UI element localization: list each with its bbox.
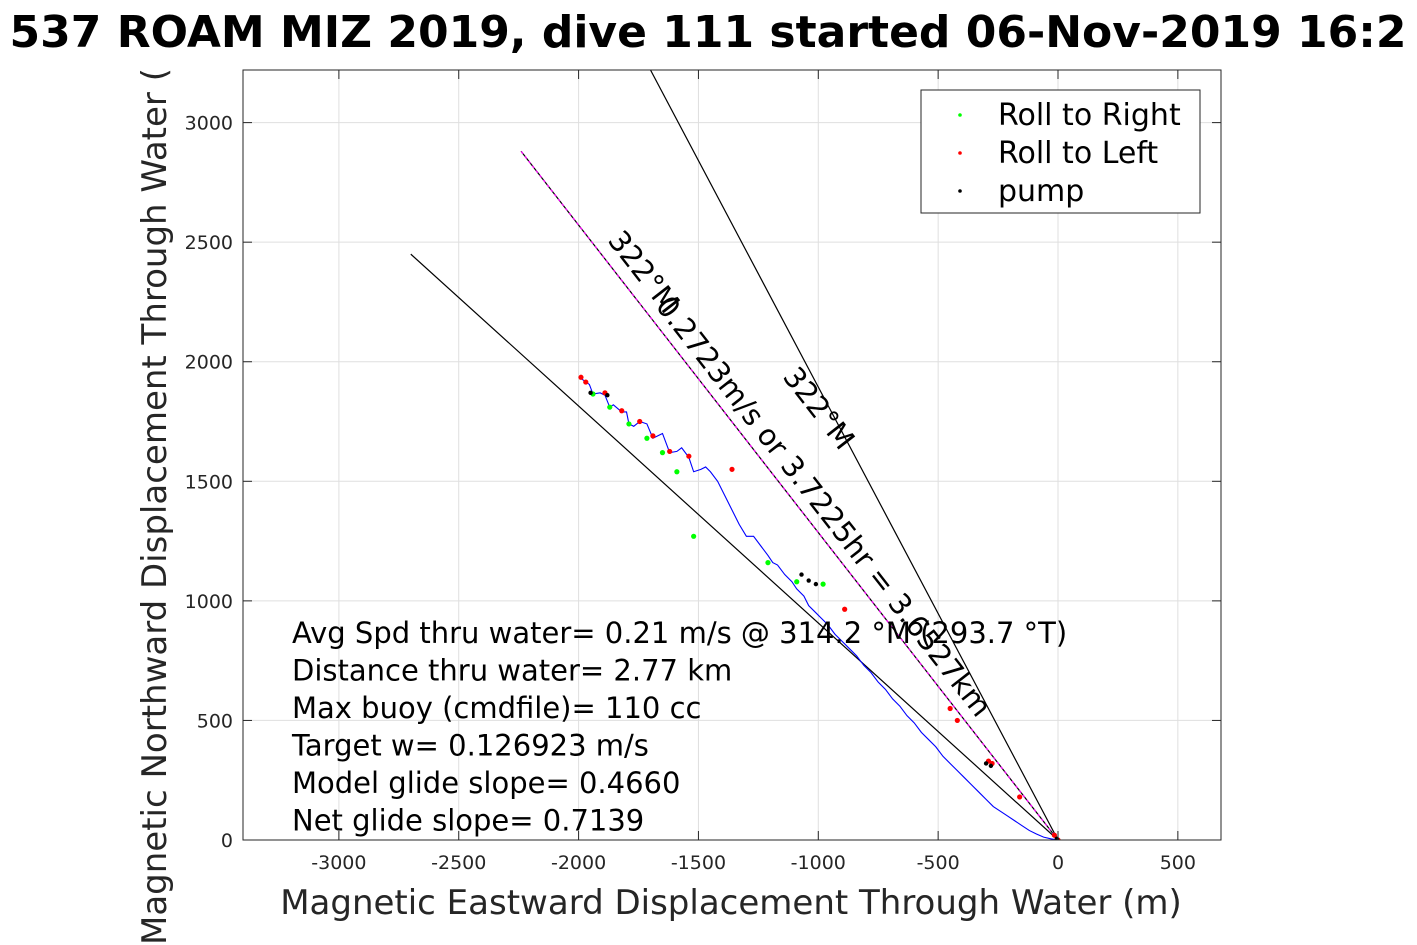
roll-left-point	[583, 379, 589, 385]
y-tick-label: 2500	[185, 232, 233, 254]
pump-point	[988, 763, 994, 769]
stat-line: Avg Spd thru water= 0.21 m/s @ 314.2 °M …	[292, 616, 1067, 650]
roll-right-point	[626, 421, 632, 427]
pump-point	[588, 390, 593, 396]
legend: Roll to Right Roll to Left pump	[920, 89, 1201, 214]
glider-track-line	[580, 378, 1059, 840]
roll-right-point	[674, 469, 680, 475]
roll-left-point	[667, 448, 673, 455]
x-tick-label: -3000	[311, 852, 366, 874]
pump-point	[813, 581, 819, 587]
bound-lines	[410, 70, 1059, 840]
stat-line: Net glide slope= 0.7139	[292, 804, 644, 838]
y-tick-label: 3000	[185, 113, 233, 135]
roll-left-point	[842, 606, 848, 612]
x-tick-label: -1500	[671, 852, 726, 874]
x-tick-label: -2000	[551, 852, 606, 874]
heading-line	[520, 150, 1059, 840]
pump-point	[806, 578, 811, 583]
legend-pump-marker	[958, 189, 962, 193]
roll-right-point	[765, 560, 771, 566]
roll-right-point	[794, 579, 800, 585]
roll-right-point	[691, 533, 697, 539]
x-tick-label: 0	[1052, 852, 1064, 874]
legend-box	[920, 89, 1201, 214]
x-tick-label: 500	[1160, 852, 1196, 874]
stats-block: Avg Spd thru water= 0.21 m/s @ 314.2 °M …	[291, 616, 1067, 838]
legend-roll-right-marker	[958, 113, 962, 117]
stat-line: Max buoy (cmdfile)= 110 cc	[292, 691, 701, 725]
y-tick-label: 2000	[185, 352, 233, 374]
legend-roll-right-label: Roll to Right	[998, 98, 1181, 133]
y-tick-label: 500	[197, 710, 233, 732]
roll-right-point	[820, 581, 826, 587]
roll-right-point	[659, 450, 666, 456]
x-tick-label: -500	[917, 852, 960, 874]
roll-left-point	[1017, 794, 1023, 800]
y-tick-label: 1000	[185, 591, 233, 613]
bound-line	[410, 253, 1059, 840]
roll-left-point	[686, 453, 692, 459]
marker-series	[578, 374, 1061, 840]
heading-line-magenta	[520, 150, 1059, 840]
roll-left-point	[1051, 832, 1058, 838]
stat-line: Model glide slope= 0.4660	[292, 766, 680, 800]
bound-line	[649, 70, 1059, 840]
track-series	[580, 378, 1059, 840]
roll-left-point	[637, 418, 643, 425]
roll-left-point	[954, 717, 960, 724]
plot-frame	[242, 69, 1222, 841]
chart-title: 537 ROAM MIZ 2019, dive 111 started 06-N…	[10, 7, 1407, 58]
y-axis-ticks: 0 500 1000 1500 2000 2500 3000	[185, 113, 1221, 852]
roll-left-point	[578, 374, 584, 380]
y-tick-label: 1500	[185, 471, 233, 493]
roll-left-point	[947, 705, 953, 712]
x-tick-label: -2500	[431, 852, 486, 874]
stat-line: Target w= 0.126923 m/s	[291, 729, 649, 763]
legend-roll-left-label: Roll to Left	[998, 136, 1158, 171]
legend-pump-label: pump	[998, 174, 1084, 209]
y-axis-label: Magnetic Northward Displacement Through …	[135, 68, 175, 945]
y-tick-label: 0	[221, 830, 233, 852]
roll-left-point	[729, 466, 735, 472]
legend-roll-left-marker	[958, 151, 962, 155]
roll-right-point	[607, 404, 613, 410]
x-tick-label: -1000	[791, 852, 846, 874]
pump-point	[799, 572, 804, 577]
pump-point	[605, 393, 610, 398]
stat-line: Distance thru water= 2.77 km	[292, 654, 732, 688]
roll-left-point	[650, 433, 656, 439]
x-axis-ticks: -3000 -2500 -2000 -1500 -1000 -500 0 500	[311, 70, 1196, 874]
plot-area	[410, 70, 1061, 840]
pump-point	[983, 761, 989, 766]
x-axis-label: Magnetic Eastward Displacement Through W…	[280, 883, 1182, 923]
roll-right-point	[644, 435, 650, 441]
roll-left-point	[619, 408, 625, 414]
